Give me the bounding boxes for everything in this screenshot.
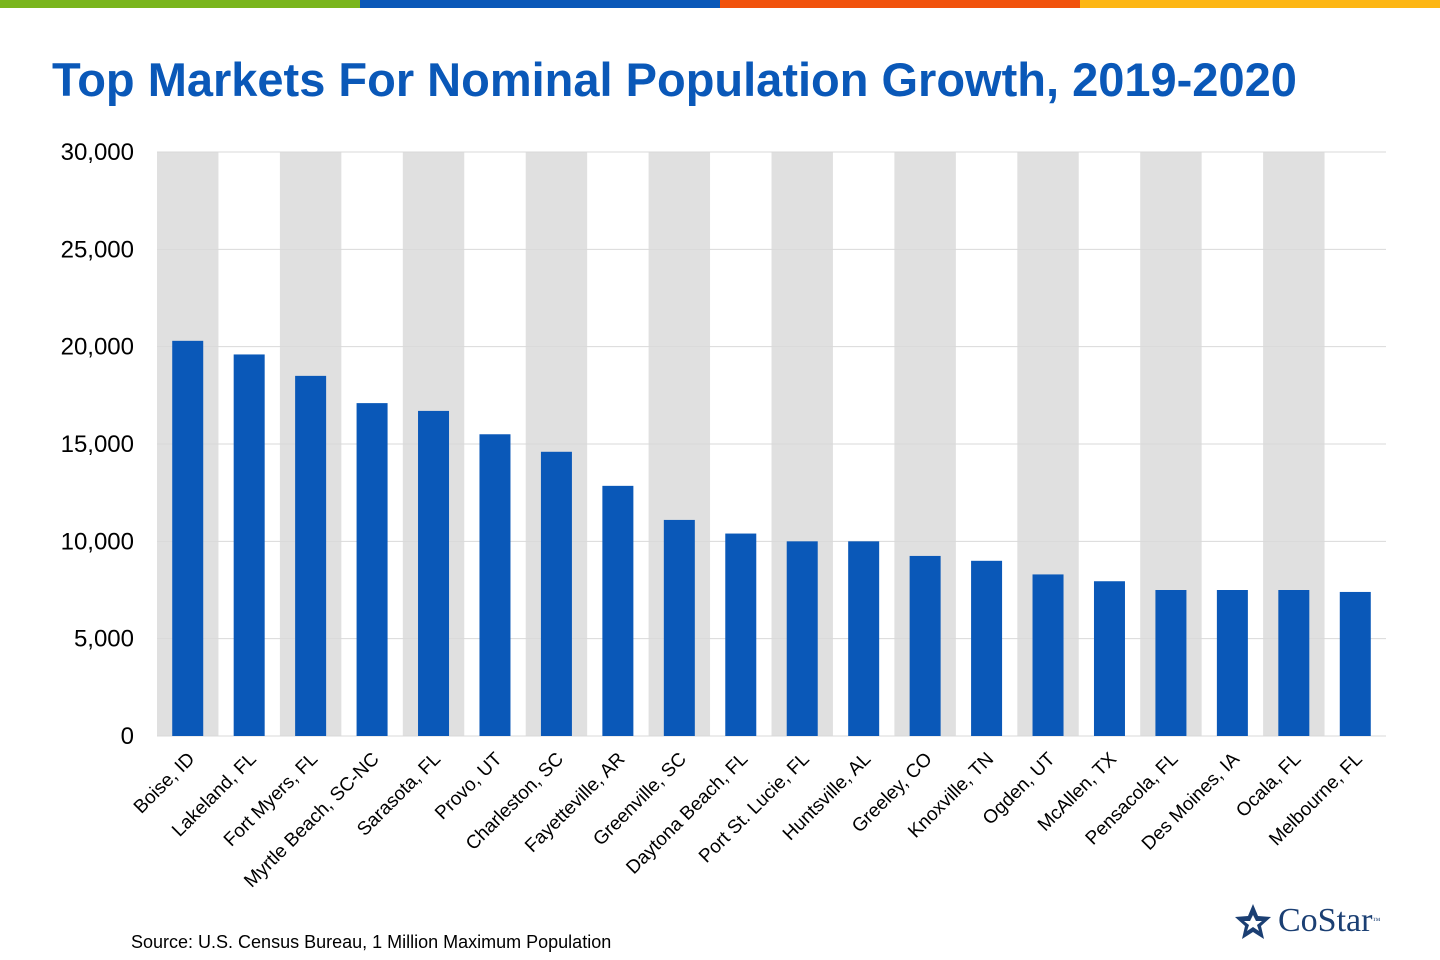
bar <box>1093 581 1125 736</box>
bar <box>540 451 572 736</box>
bar <box>1278 590 1310 736</box>
y-tick-label: 5,000 <box>74 626 134 653</box>
bar <box>725 533 757 736</box>
stripe-green <box>0 0 360 8</box>
bar <box>479 434 511 736</box>
bar <box>971 560 1003 736</box>
stripe-blue <box>360 0 720 8</box>
bar <box>1032 574 1064 736</box>
x-tick-label: Port St. Lucie, FL <box>695 749 814 868</box>
bar <box>418 410 450 736</box>
y-tick-label: 30,000 <box>61 139 134 166</box>
y-tick-label: 25,000 <box>61 236 134 263</box>
bar <box>1155 590 1187 736</box>
costar-star-icon <box>1235 904 1271 939</box>
bar <box>909 555 941 736</box>
costar-logo: CoStar™ <box>1232 900 1382 946</box>
bar <box>295 375 327 736</box>
bar <box>356 403 388 736</box>
bar <box>1216 590 1248 736</box>
bar <box>172 340 204 736</box>
y-tick-label: 10,000 <box>61 528 134 555</box>
bar <box>1339 591 1371 736</box>
y-tick-label: 15,000 <box>61 431 134 458</box>
y-tick-label: 20,000 <box>61 334 134 361</box>
bar <box>602 485 634 736</box>
logo-wordmark: CoStar™ <box>1278 902 1381 939</box>
bar <box>663 519 695 736</box>
bar <box>786 541 818 736</box>
bar <box>848 541 880 736</box>
stripe-orange <box>720 0 1080 8</box>
source-note: Source: U.S. Census Bureau, 1 Million Ma… <box>131 932 612 952</box>
top-color-stripes <box>0 0 1440 8</box>
stripe-yellow <box>1080 0 1440 8</box>
y-tick-label: 0 <box>121 723 134 750</box>
chart-title: Top Markets For Nominal Population Growt… <box>52 53 1297 106</box>
bar <box>233 354 265 736</box>
